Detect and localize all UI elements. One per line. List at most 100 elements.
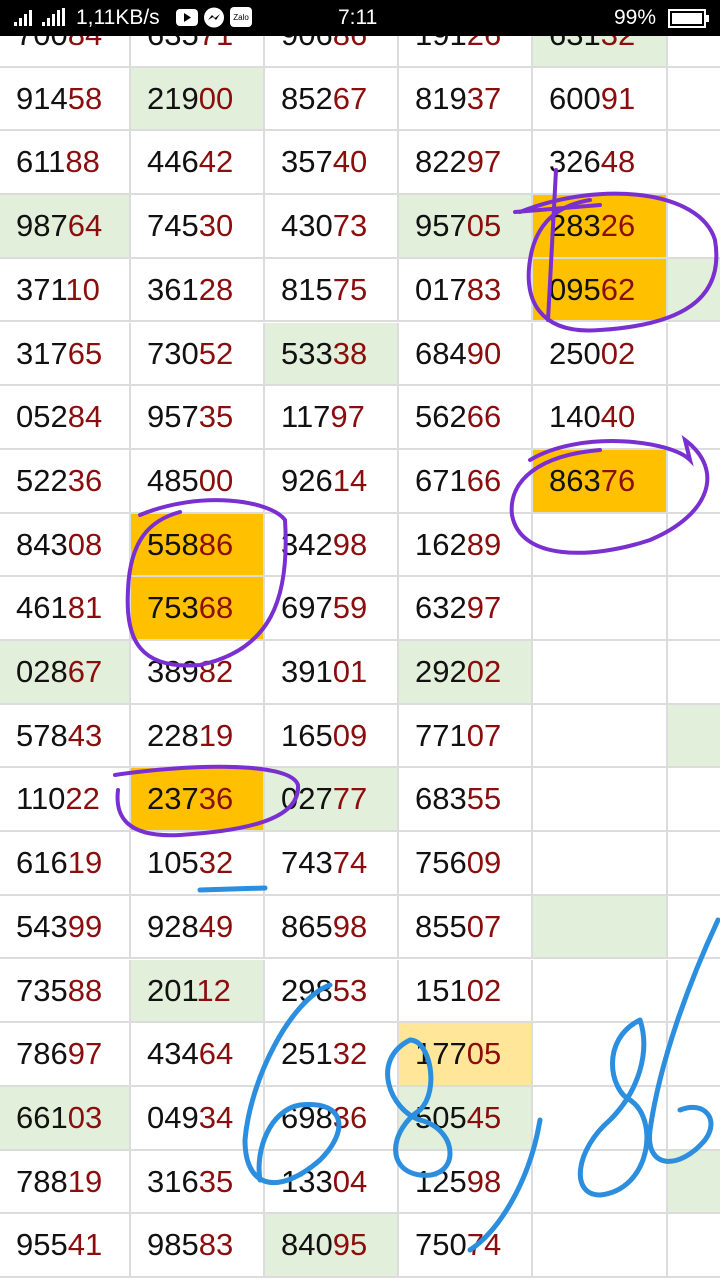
table-cell: 92849 — [131, 895, 265, 960]
table-cell: 46181 — [0, 577, 131, 641]
table-cell: 39101 — [265, 641, 399, 705]
table-cell: 22819 — [131, 704, 265, 769]
table-cell — [533, 704, 668, 769]
table-cell: 23736 — [131, 768, 265, 833]
table-cell: 37110 — [0, 258, 131, 323]
table-cell — [668, 323, 720, 387]
table-cell: 15102 — [399, 959, 533, 1024]
network-speed: 1,11KB/s — [76, 6, 160, 29]
svg-text:Zalo: Zalo — [233, 13, 249, 22]
table-cell: 75609 — [399, 832, 533, 896]
table-cell: 12598 — [399, 1150, 533, 1215]
table-cell: 44642 — [131, 131, 265, 196]
table-cell — [668, 896, 720, 960]
table-cell: 61619 — [0, 832, 131, 896]
table-cell: 01783 — [399, 258, 533, 323]
table-cell: 11797 — [265, 386, 399, 450]
table-cell: 81575 — [265, 258, 399, 323]
table-cell: 66103 — [0, 1086, 131, 1151]
table-cell: 21900 — [131, 67, 265, 132]
table-cell: 04934 — [131, 1086, 265, 1151]
table-cell — [668, 704, 720, 769]
table-cell: 78819 — [0, 1150, 131, 1215]
table-cell: 61188 — [0, 131, 131, 196]
table-cell: 69836 — [265, 1086, 399, 1151]
table-cell: 17705 — [399, 1023, 533, 1087]
table-cell: 14040 — [533, 386, 668, 450]
table-cell: 73052 — [131, 322, 265, 387]
table-cell: 98764 — [0, 195, 131, 259]
table-cell — [533, 768, 668, 833]
table-cell — [668, 68, 720, 132]
table-cell: 52236 — [0, 449, 131, 514]
table-cell — [533, 577, 668, 641]
table-cell: 16509 — [265, 704, 399, 769]
table-cell — [533, 1086, 668, 1151]
table-cell: 95705 — [399, 195, 533, 259]
signal-icons — [14, 8, 65, 26]
table-cell: 09562 — [533, 258, 668, 323]
table-cell: 53338 — [265, 322, 399, 387]
table-cell: 56266 — [399, 386, 533, 450]
table-cell: 32648 — [533, 131, 668, 196]
table-cell — [668, 1150, 720, 1215]
table-cell — [668, 1214, 720, 1278]
table-cell: 55886 — [131, 513, 265, 578]
table-cell: 25132 — [265, 1023, 399, 1087]
table-cell: 28326 — [533, 195, 668, 259]
table-cell: 82297 — [399, 131, 533, 196]
table-cell: 74530 — [131, 195, 265, 259]
table-cell — [668, 960, 720, 1024]
table-cell: 68355 — [399, 768, 533, 833]
table-cell — [668, 195, 720, 259]
table-cell: 16289 — [399, 513, 533, 578]
table-cell: 02777 — [265, 768, 399, 833]
table-cell: 10532 — [131, 832, 265, 896]
table-cell: 95735 — [131, 386, 265, 450]
table-cell: 20112 — [131, 959, 265, 1024]
table-cell — [668, 641, 720, 705]
table-cell — [533, 513, 668, 578]
table-cell: 78697 — [0, 1023, 131, 1087]
table-cell — [668, 768, 720, 833]
table-cell: 48500 — [131, 449, 265, 514]
table-cell — [668, 577, 720, 641]
table-cell: 73588 — [0, 959, 131, 1024]
table-cell — [668, 1087, 720, 1151]
table-cell — [668, 450, 720, 514]
table-cell: 77107 — [399, 704, 533, 769]
table-cell — [533, 895, 668, 960]
table-cell: 63297 — [399, 577, 533, 641]
table-cell: 38982 — [131, 641, 265, 705]
table-cell: 84095 — [265, 1214, 399, 1278]
table-cell — [668, 258, 720, 323]
table-cell — [533, 1214, 668, 1278]
table-cell — [668, 386, 720, 450]
table-cell: 86598 — [265, 895, 399, 960]
table-cell: 91458 — [0, 67, 131, 132]
battery-level: 99% — [614, 6, 657, 29]
status-bar: 1,11KB/s Zalo 7:11 99% — [0, 0, 720, 36]
table-cell: 31635 — [131, 1150, 265, 1215]
table-cell: 75368 — [131, 577, 265, 641]
table-cell: 75074 — [399, 1214, 533, 1278]
table-cell: 50545 — [399, 1086, 533, 1151]
table-cell: 05284 — [0, 386, 131, 450]
table-cell: 98583 — [131, 1214, 265, 1278]
table-cell: 43073 — [265, 195, 399, 259]
table-cell — [533, 641, 668, 705]
table-cell: 34298 — [265, 513, 399, 578]
table-cell: 84308 — [0, 513, 131, 578]
table-cell — [533, 1150, 668, 1215]
table-cell: 60091 — [533, 67, 668, 132]
table-cell: 68490 — [399, 322, 533, 387]
table-cell: 81937 — [399, 67, 533, 132]
table-cell: 74374 — [265, 832, 399, 896]
table-cell: 67166 — [399, 449, 533, 514]
table-cell — [668, 131, 720, 196]
table-cell — [668, 4, 720, 68]
table-cell: 02867 — [0, 641, 131, 705]
table-cell: 25002 — [533, 322, 668, 387]
